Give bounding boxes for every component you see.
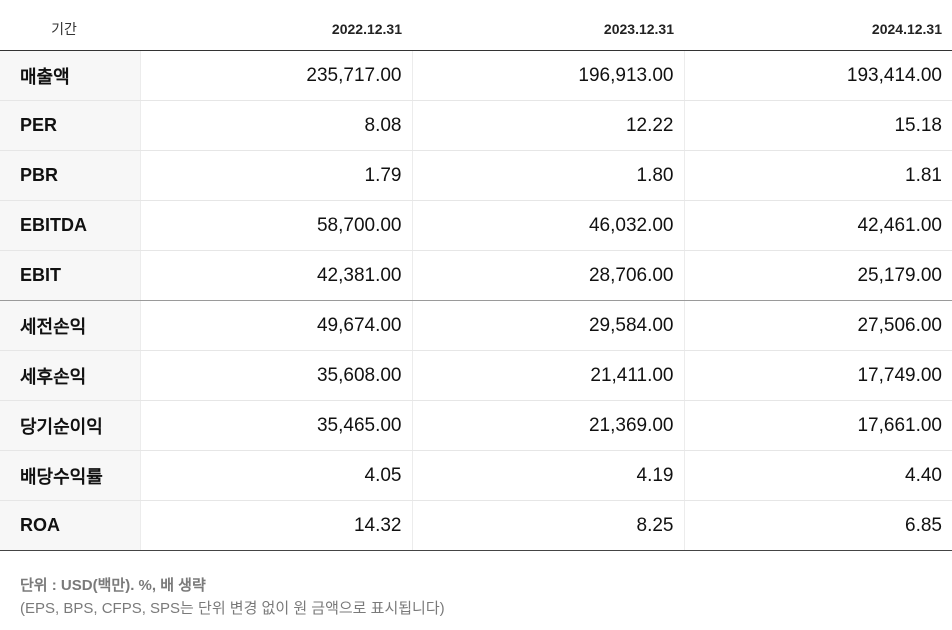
table-row: EBITDA 58,700.00 46,032.00 42,461.00 (0, 200, 952, 251)
cell-value: 35,465.00 (140, 400, 413, 451)
cell-value: 35,608.00 (140, 350, 413, 401)
unit-note-line1: 단위 : USD(백만). %, 배 생략 (20, 577, 206, 594)
cell-value: 42,461.00 (684, 200, 952, 251)
row-label: EBITDA (0, 200, 141, 251)
unit-note: 단위 : USD(백만). %, 배 생략 (EPS, BPS, CFPS, S… (20, 574, 445, 620)
cell-value: 27,506.00 (684, 300, 952, 351)
table-row: 세후손익 35,608.00 21,411.00 17,749.00 (0, 350, 952, 401)
table-row: 당기순이익 35,465.00 21,369.00 17,661.00 (0, 400, 952, 451)
cell-value: 8.08 (140, 100, 413, 151)
row-label: EBIT (0, 250, 141, 301)
date-header-2023: 2023.12.31 (412, 8, 684, 51)
cell-value: 8.25 (412, 500, 685, 551)
cell-value: 21,411.00 (412, 350, 685, 401)
cell-value: 193,414.00 (684, 50, 952, 101)
cell-value: 1.80 (412, 150, 685, 201)
cell-value: 28,706.00 (412, 250, 685, 301)
row-label: 당기순이익 (0, 400, 141, 451)
row-label: 세전손익 (0, 300, 141, 351)
cell-value: 4.05 (140, 450, 413, 501)
table-row: EBIT 42,381.00 28,706.00 25,179.00 (0, 250, 952, 301)
row-label: 매출액 (0, 50, 141, 101)
cell-value: 6.85 (684, 500, 952, 551)
period-header: 기간 (0, 8, 140, 51)
cell-value: 58,700.00 (140, 200, 413, 251)
table-row: PER 8.08 12.22 15.18 (0, 100, 952, 151)
row-label: 배당수익률 (0, 450, 141, 501)
financial-table: 기간 2022.12.31 2023.12.31 2024.12.31 매출액 … (0, 8, 952, 551)
row-label: 세후손익 (0, 350, 141, 401)
date-header-2024: 2024.12.31 (684, 8, 952, 51)
table-row: ROA 14.32 8.25 6.85 (0, 500, 952, 551)
unit-note-line2: (EPS, BPS, CFPS, SPS는 단위 변경 없이 원 금액으로 표시… (20, 600, 445, 617)
cell-value: 12.22 (412, 100, 685, 151)
row-label: PER (0, 100, 141, 151)
cell-value: 1.79 (140, 150, 413, 201)
cell-value: 15.18 (684, 100, 952, 151)
cell-value: 25,179.00 (684, 250, 952, 301)
table-row: 매출액 235,717.00 196,913.00 193,414.00 (0, 50, 952, 101)
cell-value: 4.19 (412, 450, 685, 501)
cell-value: 29,584.00 (412, 300, 685, 351)
cell-value: 14.32 (140, 500, 413, 551)
row-label: PBR (0, 150, 141, 201)
cell-value: 17,749.00 (684, 350, 952, 401)
table-row: 세전손익 49,674.00 29,584.00 27,506.00 (0, 300, 952, 351)
cell-value: 17,661.00 (684, 400, 952, 451)
cell-value: 235,717.00 (140, 50, 413, 101)
table-row: 배당수익률 4.05 4.19 4.40 (0, 450, 952, 501)
cell-value: 49,674.00 (140, 300, 413, 351)
header-row: 기간 2022.12.31 2023.12.31 2024.12.31 (0, 8, 952, 51)
cell-value: 21,369.00 (412, 400, 685, 451)
row-label: ROA (0, 500, 141, 551)
table-row: PBR 1.79 1.80 1.81 (0, 150, 952, 201)
cell-value: 4.40 (684, 450, 952, 501)
cell-value: 1.81 (684, 150, 952, 201)
cell-value: 46,032.00 (412, 200, 685, 251)
cell-value: 42,381.00 (140, 250, 413, 301)
date-header-2022: 2022.12.31 (140, 8, 412, 51)
cell-value: 196,913.00 (412, 50, 685, 101)
